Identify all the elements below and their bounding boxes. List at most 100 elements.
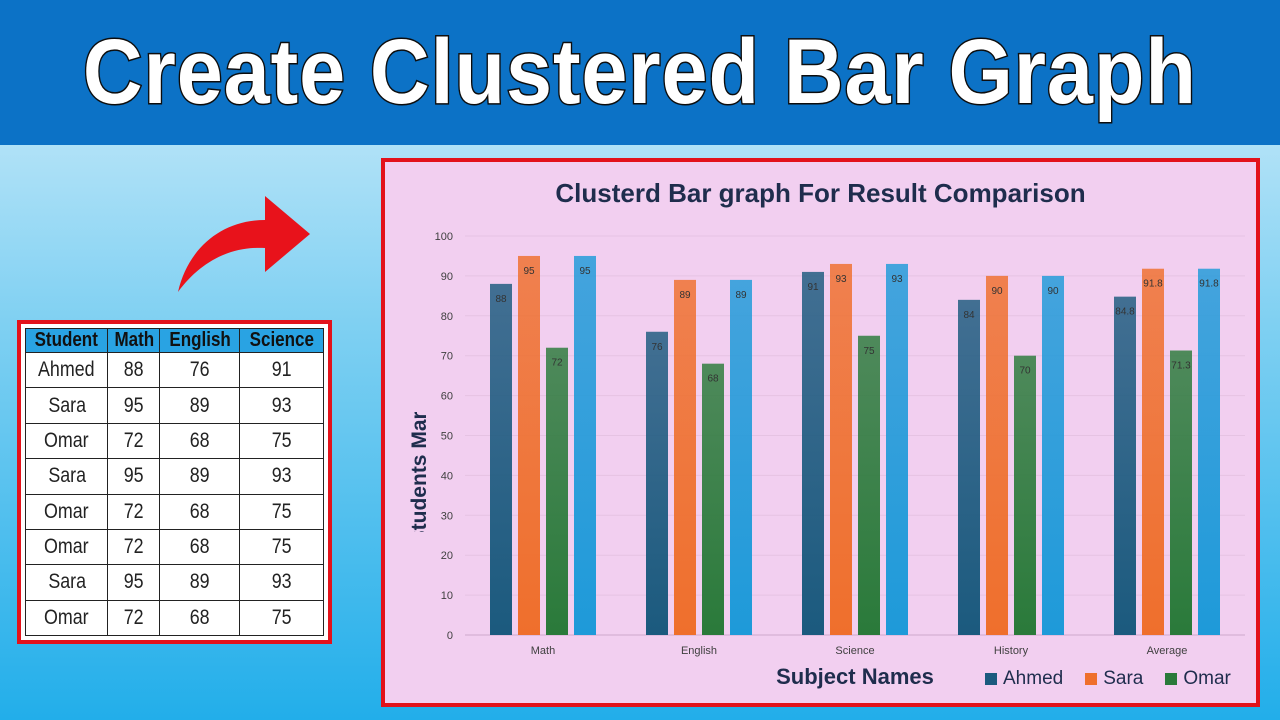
table-cell: 72 [107, 422, 161, 460]
table-row: Sara 95 89 93 [24, 387, 324, 424]
data-label: 75 [863, 346, 875, 357]
data-label: 91.8 [1143, 279, 1163, 290]
data-label: 70 [1019, 366, 1031, 377]
x-tick-label: History [994, 645, 1029, 657]
table-cell: 93 [239, 387, 324, 424]
table-cell: 72 [107, 493, 161, 530]
table-cell: 72 [107, 599, 161, 637]
table-cell: 89 [159, 458, 241, 495]
header-cell: Student [24, 328, 109, 353]
data-label: 84 [963, 310, 975, 321]
table-row: Omar 72 68 75 [24, 422, 324, 460]
table-cell: Sara [24, 564, 109, 601]
bar-average-1 [1142, 268, 1164, 635]
table-cell: 75 [239, 422, 324, 460]
y-tick-label: 70 [441, 351, 453, 363]
data-label: 68 [707, 374, 719, 385]
table-cell: 93 [239, 458, 324, 495]
table-cell: 68 [159, 528, 241, 566]
legend-label: Sara [1103, 668, 1144, 689]
student-marks-table: Student Math English Science Ahmed 88 76 91… [17, 320, 332, 644]
table-cell: 72 [107, 528, 161, 566]
header-cell: English [159, 328, 241, 353]
table-row: Ahmed 88 76 91 [24, 351, 324, 389]
legend-label: Omar [1183, 668, 1231, 689]
chart-legend: Ahmed Sara Omar [985, 668, 1231, 690]
data-label: 95 [523, 266, 535, 277]
bar-english-0 [646, 331, 668, 635]
data-label: 91.8 [1199, 279, 1219, 290]
y-tick-label: 100 [435, 231, 453, 243]
data-label: 89 [679, 290, 691, 301]
legend-swatch [985, 673, 997, 685]
table-cell: Omar [24, 422, 109, 460]
data-label: 88 [495, 294, 507, 305]
y-tick-label: 40 [441, 470, 453, 482]
table-cell: 75 [239, 528, 324, 566]
bar-english-3 [730, 279, 752, 635]
table-row: Sara 95 89 93 [24, 564, 324, 601]
y-tick-label: 80 [441, 311, 453, 323]
y-axis-label-wrap: Students Mark [408, 412, 431, 532]
legend-label: Ahmed [1003, 668, 1064, 689]
data-label: 72 [551, 358, 563, 369]
data-label: 91 [807, 282, 819, 293]
table-cell: Sara [24, 458, 109, 495]
table-cell: 91 [239, 351, 324, 389]
data-label: 76 [651, 342, 663, 353]
table-cell: 68 [159, 493, 241, 530]
data-label: 93 [891, 274, 903, 285]
table-row: Omar 72 68 75 [24, 528, 324, 566]
y-tick-label: 20 [441, 550, 453, 562]
legend-swatch [1085, 673, 1098, 685]
data-label: 71.3 [1171, 361, 1191, 372]
x-tick-label: Math [531, 645, 555, 657]
x-axis-label: Subject Names [776, 664, 934, 689]
legend-swatch [1165, 673, 1178, 685]
y-tick-label: 10 [441, 590, 453, 602]
table-cell: 75 [239, 599, 324, 637]
data-label: 93 [835, 274, 847, 285]
bar-science-1 [830, 263, 852, 635]
x-tick-label: Science [835, 645, 874, 657]
bar-science-3 [886, 263, 908, 635]
data-table: Student Math English Science Ahmed 88 76 91… [24, 328, 324, 637]
table-cell: 89 [159, 564, 241, 601]
bar-english-2 [702, 363, 724, 635]
data-label: 90 [1047, 286, 1059, 297]
header-cell: Science [239, 328, 324, 353]
page-title: Create Clustered Bar Graph [82, 20, 1198, 125]
x-tick-label: Average [1147, 645, 1188, 657]
table-cell: Omar [24, 528, 109, 566]
bar-math-1 [518, 255, 540, 635]
table-header-row: Student Math English Science [24, 328, 324, 353]
chart-title: Clusterd Bar graph For Result Comparison [555, 178, 1086, 208]
table-cell: 95 [107, 387, 161, 424]
table-cell: Sara [24, 387, 109, 424]
bar-history-2 [1014, 355, 1036, 635]
bar-english-1 [674, 279, 696, 635]
y-axis-label: Students Mark [408, 412, 431, 532]
table-cell: Omar [24, 493, 109, 530]
table-cell: 68 [159, 422, 241, 460]
y-tick-label: 30 [441, 510, 453, 522]
table-row: Omar 72 68 75 [24, 493, 324, 530]
data-label: 95 [579, 266, 591, 277]
header-cell: Math [107, 328, 161, 353]
legend-item-sara: Sara [1085, 668, 1143, 690]
bar-science-0 [802, 271, 824, 635]
table-cell: 89 [159, 387, 241, 424]
table-cell: 76 [159, 351, 241, 389]
y-tick-label: 90 [441, 271, 453, 283]
y-tick-label: 60 [441, 391, 453, 403]
y-tick-label: 50 [441, 431, 453, 443]
table-cell: 93 [239, 564, 324, 601]
bar-math-2 [546, 347, 568, 635]
data-label: 90 [991, 286, 1003, 297]
curved-arrow-icon [178, 196, 310, 292]
table-cell: 75 [239, 493, 324, 530]
bar-math-0 [490, 283, 512, 635]
data-label: 89 [735, 290, 747, 301]
table-cell: 88 [107, 351, 161, 389]
legend-item-ahmed: Ahmed [985, 668, 1063, 690]
